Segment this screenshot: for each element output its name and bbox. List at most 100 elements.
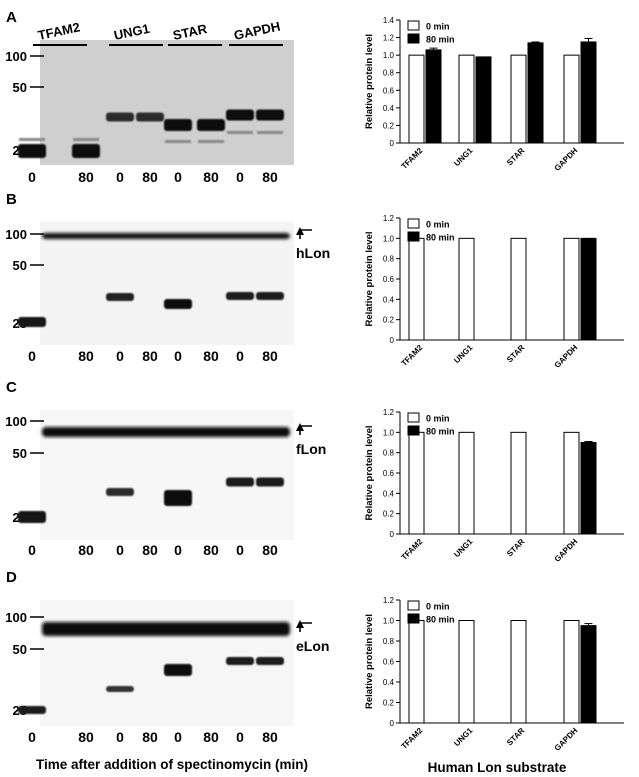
bar [510,431,527,535]
lon-band [42,233,290,239]
y-axis-title: Relative protein level [364,34,375,129]
y-axis-title: Relative protein level [364,614,375,709]
gel-band [106,686,134,692]
lane-label: 0 [174,542,182,558]
legend-label: 0 min [426,220,450,230]
x-tick-label: UNG1 [452,343,474,365]
y-tick-label: 1.2 [383,214,395,223]
gel-band [256,657,284,665]
gel-band-faint [257,131,283,134]
legend-label: 80 min [426,615,455,625]
lane-label: 80 [262,729,278,745]
legend-swatch [407,600,420,611]
lane-label: 80 [203,348,219,364]
gel-band-faint [198,140,224,143]
lon-label: fLon [296,441,326,457]
x-tick-label: STAR [505,726,527,748]
gel-panel-d: D1005025eLon080080080080 [5,569,329,745]
lane-label: 80 [203,169,219,185]
lane-label: 80 [142,542,158,558]
lane-label: 0 [236,729,244,745]
bar [408,237,425,341]
y-tick-label: 0.8 [383,449,395,458]
x-tick-label: TFAM2 [399,146,424,171]
y-tick-label: 0.2 [383,121,395,130]
gel-band [106,112,134,122]
bar [475,56,492,144]
y-tick-label: 0.8 [383,637,395,646]
gel-band [226,477,254,487]
x-tick-label: GAPDH [553,146,580,173]
lane-label: 80 [142,348,158,364]
y-tick-label: 0.6 [383,86,395,95]
lane-label: 80 [142,169,158,185]
gel-panel-c: C1005025fLon080080080080 [5,379,326,558]
y-tick-label: 0.2 [383,510,395,519]
y-tick-label: 0.6 [383,658,395,667]
arrowhead-icon [296,423,304,431]
lane-label: 0 [174,348,182,364]
gel-band-faint [227,131,253,134]
gel-band [18,511,46,523]
gel-band-faint [73,138,99,141]
legend-swatch [407,425,420,436]
lane-label: 0 [236,542,244,558]
y-tick-label: 0.6 [383,275,395,284]
lane-label: 0 [116,542,124,558]
panel-letter-b: B [6,191,17,208]
x-tick-label: TFAM2 [399,726,424,751]
charts: 0 0.2 0.4 0.6 0.8 1.0 1.2 1.4 Relative protein l… [364,16,624,753]
gel-band [164,119,192,131]
lane-label: 0 [236,169,244,185]
mw-label: 50 [13,642,27,657]
bar [563,54,580,144]
protein-header-label: TFAM2 [37,19,82,43]
bar [408,431,425,535]
gel-band [72,144,100,158]
x-tick-label: TFAM2 [399,343,424,368]
lon-band [42,622,290,636]
y-tick-label: 0.6 [383,469,395,478]
panel-letter-c: C [6,379,17,396]
y-tick-label: 0.2 [383,699,395,708]
bar [580,41,597,144]
x-tick-label: TFAM2 [399,537,424,562]
legend-label: 0 min [426,602,450,612]
lane-label: 80 [203,729,219,745]
lane-label: 0 [174,169,182,185]
mw-label: 100 [5,610,27,625]
x-tick-label: UNG1 [452,146,474,168]
mw-label: 50 [13,446,27,461]
gel-background [40,222,294,345]
y-tick-label: 1.0 [383,51,395,60]
lon-label: eLon [296,638,329,654]
bar [580,442,597,535]
protein-header-label: UNG1 [113,21,151,43]
bar [458,620,475,724]
gel-band [18,144,46,158]
gel-band [226,657,254,665]
y-tick-label: 0.8 [383,69,395,78]
lane-label: 0 [116,348,124,364]
gel-band [18,317,46,327]
y-tick-label: 0 [390,719,395,728]
gel-band [256,109,284,121]
gel-band [256,477,284,487]
gel-band [164,299,192,309]
bar [408,54,425,144]
x-tick-label: GAPDH [553,726,580,753]
y-tick-label: 1.4 [383,16,395,25]
lane-label: 80 [78,169,94,185]
bar [458,237,475,341]
lane-label: 0 [28,169,36,185]
lane-label: 80 [78,348,94,364]
lane-label: 0 [116,729,124,745]
x-tick-label: STAR [505,343,527,365]
mw-label: 50 [13,258,27,273]
arrowhead-icon [296,227,304,235]
lon-label: hLon [296,245,330,261]
lane-label: 80 [262,348,278,364]
gels: A1005025080080080080TFAM2UNG1STARGAPDHB1… [5,9,330,745]
legend-label: 0 min [426,414,450,424]
